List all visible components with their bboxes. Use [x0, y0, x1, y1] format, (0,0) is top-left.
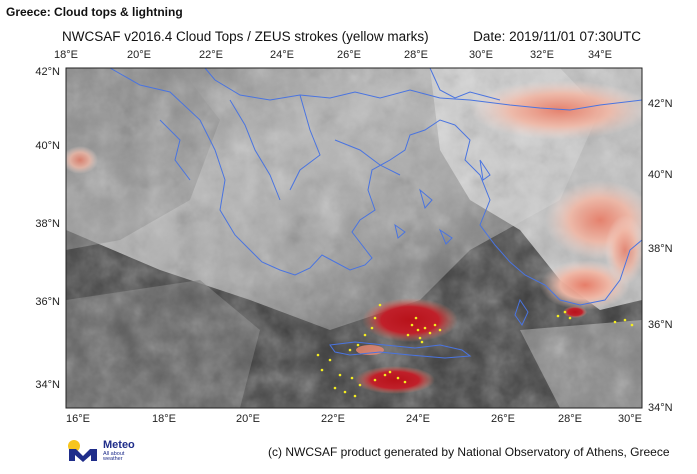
- lightning-mark: [396, 376, 400, 380]
- top-lon-label: 32°E: [530, 49, 554, 61]
- bottom-lon-ticks: 16°E 18°E 20°E 22°E 24°E 26°E 28°E 30°E: [66, 413, 642, 425]
- left-lat-label: 42°N: [35, 66, 60, 78]
- lightning-mark: [338, 373, 342, 377]
- lightning-mark: [343, 390, 347, 394]
- left-lat-label: 34°N: [35, 379, 60, 391]
- meteo-m-icon: [66, 439, 100, 463]
- bottom-lon-label: 30°E: [618, 413, 642, 425]
- lightning-mark: [414, 316, 418, 320]
- lightning-mark: [370, 326, 374, 330]
- lightning-mark: [410, 323, 414, 327]
- bottom-lon-label: 24°E: [406, 413, 430, 425]
- right-lat-ticks: 42°N 40°N 38°N 36°N 34°N: [648, 98, 673, 414]
- left-lat-label: 36°N: [35, 296, 60, 308]
- right-lat-label: 34°N: [648, 402, 673, 414]
- bottom-lon-label: 20°E: [236, 413, 260, 425]
- top-lon-label: 28°E: [404, 49, 428, 61]
- lightning-mark: [568, 316, 572, 320]
- bottom-lon-label: 18°E: [152, 413, 176, 425]
- lightning-mark: [623, 318, 627, 322]
- lightning-mark: [350, 376, 354, 380]
- lightning-mark: [353, 394, 357, 398]
- right-lat-label: 36°N: [648, 319, 673, 331]
- bottom-lon-label: 22°E: [321, 413, 345, 425]
- top-lon-label: 26°E: [337, 49, 361, 61]
- logo-name: Meteo: [103, 438, 135, 451]
- bottom-lon-label: 26°E: [491, 413, 515, 425]
- top-lon-ticks: 18°E 20°E 22°E 24°E 26°E 28°E 30°E 32°E …: [54, 49, 612, 61]
- coastlines: [109, 68, 642, 359]
- lightning-mark: [563, 310, 567, 314]
- map-date: Date: 2019/11/01 07:30UTC: [473, 29, 641, 44]
- lightning-mark: [613, 320, 617, 324]
- map-header: NWCSAF v2016.4 Cloud Tops / ZEUS strokes…: [62, 29, 641, 44]
- lightning-mark: [403, 380, 407, 384]
- bottom-lon-label: 16°E: [66, 413, 90, 425]
- lightning-mark: [438, 328, 442, 332]
- left-lat-ticks: 42°N 40°N 38°N 36°N 34°N: [35, 66, 60, 391]
- lightning-mark: [320, 368, 324, 372]
- lightning-mark: [373, 378, 377, 382]
- credit-text: (c) NWCSAF product generated by National…: [268, 445, 670, 459]
- lightning-mark: [363, 333, 367, 337]
- lightning-mark: [388, 370, 392, 374]
- lightning-mark: [383, 373, 387, 377]
- lightning-mark: [378, 303, 382, 307]
- lightning-mark: [416, 328, 420, 332]
- page-title: Greece: Cloud tops & lightning: [6, 5, 183, 19]
- logo-tagline: All about weather: [103, 450, 125, 462]
- lightning-mark: [556, 314, 560, 318]
- map-frame: [65, 67, 643, 409]
- lightning-mark: [328, 358, 332, 362]
- lightning-mark: [433, 323, 437, 327]
- right-lat-label: 42°N: [648, 98, 673, 110]
- top-lon-label: 24°E: [270, 49, 294, 61]
- lightning-mark: [423, 326, 427, 330]
- meteo-logo[interactable]: Meteo All about weather: [66, 439, 137, 463]
- lightning-strokes: [316, 303, 634, 398]
- top-lon-label: 18°E: [54, 49, 78, 61]
- left-lat-label: 40°N: [35, 140, 60, 152]
- bottom-lon-label: 28°E: [558, 413, 582, 425]
- map-heading: NWCSAF v2016.4 Cloud Tops / ZEUS strokes…: [62, 29, 429, 44]
- lightning-mark: [406, 333, 410, 337]
- lightning-mark: [316, 353, 320, 357]
- top-lon-label: 30°E: [469, 49, 493, 61]
- lightning-mark: [428, 331, 432, 335]
- right-lat-label: 38°N: [648, 243, 673, 255]
- lightning-mark: [420, 340, 424, 344]
- lightning-mark: [630, 323, 634, 327]
- top-lon-label: 34°E: [588, 49, 612, 61]
- top-lon-label: 20°E: [127, 49, 151, 61]
- lightning-mark: [356, 343, 360, 347]
- lightning-mark: [333, 386, 337, 390]
- left-lat-label: 38°N: [35, 218, 60, 230]
- lightning-mark: [373, 316, 377, 320]
- lightning-mark: [348, 348, 352, 352]
- satellite-image: [66, 68, 642, 408]
- lightning-mark: [358, 383, 362, 387]
- top-lon-label: 22°E: [199, 49, 223, 61]
- lightning-mark: [418, 336, 422, 340]
- right-lat-label: 40°N: [648, 169, 673, 181]
